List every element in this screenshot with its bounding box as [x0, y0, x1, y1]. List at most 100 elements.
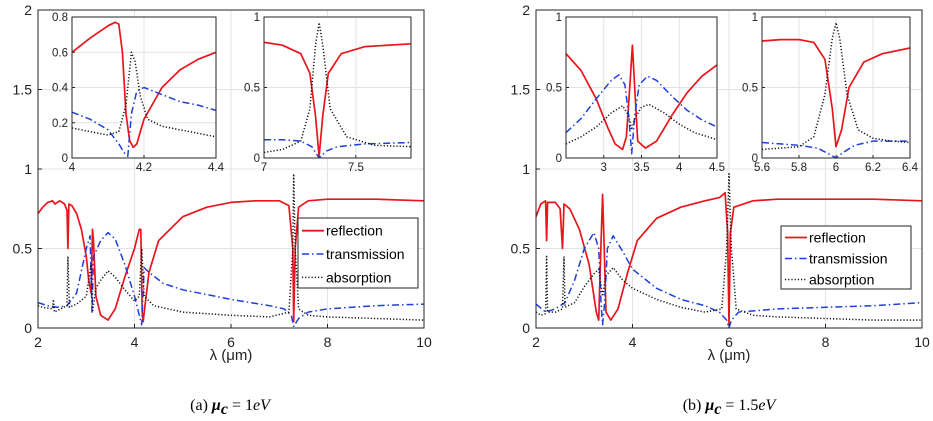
- panel-a-inset-2-line-transmission: [264, 138, 411, 158]
- panel-a-inset-2-ytick-label-2: 1: [254, 12, 260, 24]
- panel-b-main-ytick-label-2: 1: [522, 161, 530, 177]
- panel-b-inset-2-grid: [762, 17, 910, 158]
- panel-b-inset-1-ytick-label-1: 0.5: [546, 83, 562, 95]
- panel-a-main-xtick-label-4: 10: [416, 334, 432, 350]
- panel-b-caption-prefix: (b): [683, 397, 706, 414]
- panel-a-legend: reflection transmission absorption: [297, 217, 419, 289]
- panel-b-inset-1-line-transmission: [566, 74, 717, 155]
- panel-a-main-line-transmission: [38, 231, 424, 328]
- panel-a-main-xtick-label-2: 6: [227, 334, 235, 350]
- panel-a-xlabel: λ (μm): [210, 347, 253, 364]
- panel-b-main-series: [536, 173, 922, 328]
- panel-b-inset-2-ytick-label-1: 0.5: [742, 83, 758, 95]
- panel-a-inset-2-xtick-label-1: 7.5: [348, 162, 364, 174]
- panel-a-inset-2-ytick-label-1: 0.5: [244, 83, 260, 95]
- panel-b-main-line-transmission: [536, 231, 922, 328]
- panel-a-main-xtick-label-3: 8: [324, 334, 332, 350]
- panel-a-main-line-absorption: [38, 173, 424, 321]
- panel-a-main-line-reflection: [38, 198, 424, 323]
- panel-b-inset-1-xtick-label-0: 3: [601, 162, 607, 174]
- panel-b-inset-1-xtick-label-1: 3.5: [634, 162, 650, 174]
- panel-a-inset-1-ytick-label-1: 0.2: [52, 118, 68, 130]
- panel-a-caption-prefix: (a): [190, 397, 212, 414]
- panel-b-main-xtick-label-1: 4: [629, 334, 637, 350]
- panel-a-inset-1: 4 4.2 4.4 0 0.2 0.4 0.6 0.8: [52, 12, 225, 174]
- panel-a-inset-1-ytick-label-2: 0.4: [52, 83, 69, 95]
- panel-b-main-line-absorption: [536, 173, 922, 321]
- panel-b-caption: (b) μc = 1.5eV: [683, 397, 778, 418]
- panel-b-inset-1-ytick-label-0: 0: [556, 153, 562, 165]
- panel-b-inset-1-line-reflection: [566, 44, 717, 151]
- panel-b-xlabel: λ (μm): [708, 347, 751, 364]
- panel-a-main-xtick-label-1: 4: [131, 334, 139, 350]
- panel-b-inset-2-ytick-label-0: 0: [752, 153, 758, 165]
- panel-a-caption-unit: eV: [253, 397, 272, 414]
- panel-b-inset-2-xtick-label-3: 6.2: [865, 162, 881, 174]
- panel-a-main-ytick-label-3: 1.5: [13, 82, 33, 98]
- panel-b-inset-1-series: [566, 44, 717, 155]
- panel-a-legend-label-absorption: absorption: [326, 269, 391, 285]
- panel-b-main-xtick-label-4: 10: [914, 334, 930, 350]
- panel-a-caption-symbol: μ: [211, 397, 221, 414]
- panel-b-main-ytick-label-1: 0.5: [511, 241, 531, 257]
- panel-b-inset-2-line-transmission: [762, 140, 910, 158]
- panel-a-main-ytick-label-4: 2: [24, 2, 32, 18]
- panel-b-inset-1-line-absorption: [566, 103, 717, 145]
- panel-b-inset-1-ytick-label-2: 1: [556, 12, 562, 24]
- panel-a-inset-2-line-absorption: [264, 21, 411, 154]
- panel-b-inset-2-xtick-label-0: 5.6: [754, 162, 770, 174]
- panel-a-legend-label-reflection: reflection: [326, 223, 383, 239]
- panel-a-inset-1-ytick-label-0: 0: [62, 153, 68, 165]
- panel-b-inset-1: 3 3.5 4 4.5 0 0.5 1: [546, 12, 725, 174]
- panel-a-caption: (a) μc = 1eV: [190, 397, 272, 418]
- panel-a-main-ytick-label-0: 0: [24, 320, 32, 336]
- panel-a-inset-1-ytick-label-3: 0.6: [52, 47, 68, 59]
- panel-b-legend-label-absorption: absorption: [809, 272, 874, 288]
- panel-a-main-ytick-label-2: 1: [24, 161, 32, 177]
- panel-a-inset-1-xtick-label-2: 4.4: [208, 162, 225, 174]
- panel-a-inset-2-xtick-label-0: 7: [261, 162, 267, 174]
- panel-b-inset-1-grid: [566, 17, 717, 158]
- panel-b-caption-unit: eV: [758, 397, 777, 414]
- panel-a-inset-2-series: [264, 21, 411, 158]
- panel-b-inset-2-series: [762, 21, 910, 158]
- panel-a-inset-2-grid: [264, 17, 411, 158]
- panel-b-inset-2-xtick-label-2: 6: [833, 162, 839, 174]
- panel-b-main-ytick-label-4: 2: [522, 2, 530, 18]
- panel-b-inset-1-xtick-label-2: 4: [676, 162, 683, 174]
- panel-b-legend-label-reflection: reflection: [809, 230, 866, 246]
- panel-a-main-series: [38, 173, 424, 328]
- panel-a-inset-2-ytick-label-0: 0: [254, 153, 260, 165]
- panel-a-legend-box: [297, 217, 419, 289]
- panel-a-legend-label-transmission: transmission: [326, 246, 405, 262]
- panel-a-caption-subscript: c: [221, 401, 228, 418]
- panel-b-caption-symbol: μ: [704, 397, 714, 414]
- panel-a-inset-1-xtick-label-1: 4.2: [136, 162, 152, 174]
- panel-b-main-xtick-label-0: 2: [532, 334, 540, 350]
- panel-a-inset-1-ytick-label-4: 0.8: [52, 12, 68, 24]
- panel-b-inset-2-line-absorption: [762, 21, 910, 151]
- panel-b-legend-label-transmission: transmission: [809, 251, 888, 267]
- panel-b-caption-value: = 1.5: [721, 397, 758, 414]
- panel-a-caption-value: = 1: [228, 397, 253, 414]
- panel-a-inset-2-line-reflection: [264, 41, 411, 158]
- panel-b-inset-2-xtick-label-1: 5.8: [791, 162, 807, 174]
- panel-b-main-ytick-label-0: 0: [522, 320, 530, 336]
- panel-a-inset-1-xtick-label-0: 4: [69, 162, 76, 174]
- panel-b-inset-2-ytick-label-2: 1: [752, 12, 758, 24]
- panel-a-inset-1-line-absorption: [72, 51, 216, 138]
- panel-a-inset-2: 7 7.5 0 0.5 1: [244, 12, 412, 174]
- panel-a-main-xtick-label-0: 2: [34, 334, 42, 350]
- panel-b-main-ytick-label-3: 1.5: [511, 82, 531, 98]
- panel-b-legend: reflection transmission absorption: [780, 225, 912, 290]
- panel-a-inset-1-line-transmission: [72, 86, 216, 157]
- panel-a-inset-1-series: [72, 21, 216, 157]
- panel-b-inset-2: 5.6 5.8 6 6.2 6.4 0 0.5 1: [742, 12, 919, 174]
- panel-b-main-xtick-label-2: 6: [725, 334, 733, 350]
- panel-b-inset-2-line-reflection: [762, 38, 910, 148]
- panel-b-caption-subscript: c: [714, 401, 721, 418]
- panel-b-inset-2-xtick-label-4: 6.4: [902, 162, 919, 174]
- panel-a-main-ytick-label-1: 0.5: [13, 241, 33, 257]
- panel-b-inset-1-xtick-label-3: 4.5: [709, 162, 725, 174]
